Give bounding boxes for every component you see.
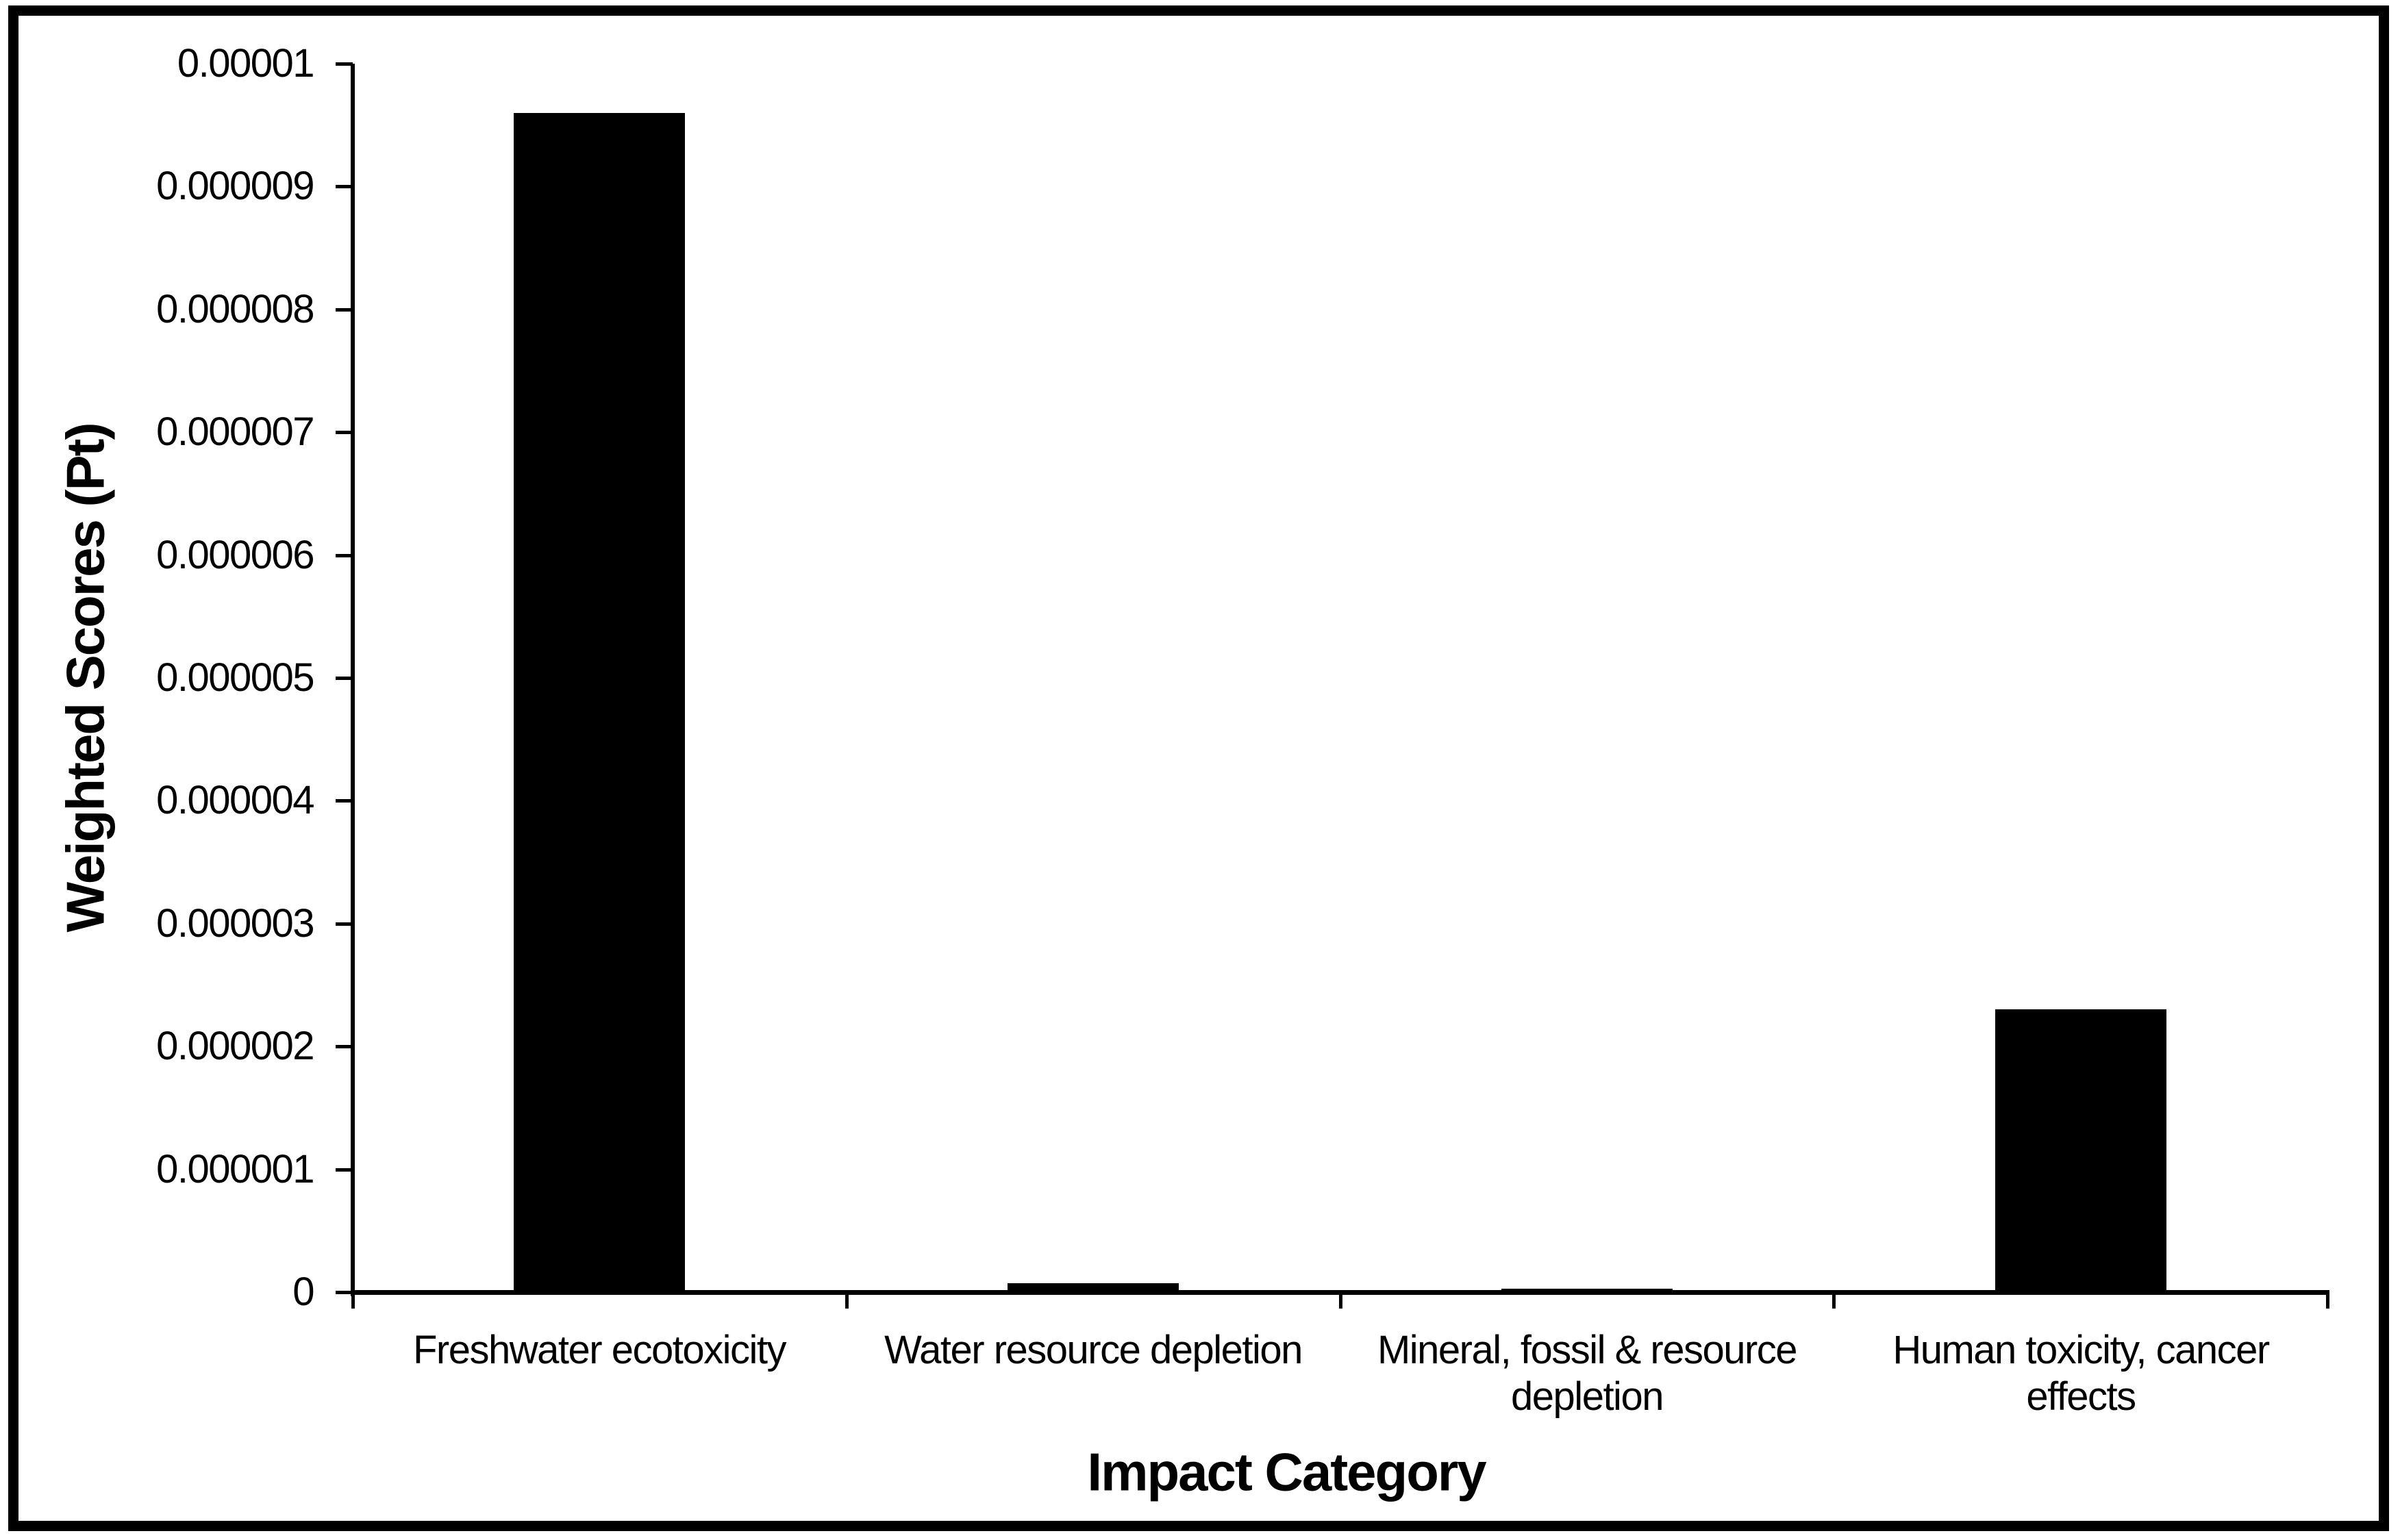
bar-water-resource-depletion (1008, 1283, 1179, 1292)
y-axis-tick (336, 62, 353, 66)
y-axis-tick (336, 677, 353, 680)
y-axis-tick (336, 799, 353, 803)
x-axis-tick (1339, 1292, 1342, 1309)
y-axis-tick (336, 308, 353, 312)
x-tick-label: Water resource depletion (884, 1328, 1303, 1372)
x-tick-label: Freshwater ecotoxicity (413, 1328, 786, 1372)
y-tick-label: 0.000007 (156, 409, 314, 454)
y-axis-tick (336, 1045, 353, 1048)
y-tick-label: 0 (292, 1270, 314, 1314)
y-axis-tick (336, 922, 353, 926)
y-tick-label: 0.000001 (156, 1147, 314, 1191)
y-tick-label: 0.000008 (156, 287, 314, 331)
x-axis-tick (2326, 1292, 2329, 1309)
y-axis-tick (336, 554, 353, 557)
y-tick-label: 0.000003 (156, 901, 314, 946)
y-axis-tick (336, 1291, 353, 1294)
chart-border-frame (8, 5, 2389, 1531)
y-tick-label: 0.000005 (156, 655, 314, 700)
bar-human-toxicity-cancer-effects (1995, 1009, 2166, 1292)
y-axis-tick (336, 1168, 353, 1172)
y-tick-label: 0.00001 (177, 41, 315, 86)
x-axis-tick (845, 1292, 849, 1309)
bar-freshwater-ecotoxicity (514, 113, 685, 1292)
y-axis-tick (336, 431, 353, 434)
x-tick-label: Human toxicity, cancer effects (1892, 1328, 2270, 1419)
y-tick-label: 0.000006 (156, 533, 314, 577)
x-axis-title: Impact Category (1087, 1441, 1486, 1502)
x-axis-tick (351, 1292, 355, 1309)
y-axis-line (351, 64, 355, 1296)
y-tick-label: 0.000004 (156, 778, 314, 822)
y-tick-label: 0.000002 (156, 1024, 314, 1068)
y-axis-tick (336, 185, 353, 188)
y-tick-label: 0.000009 (156, 164, 314, 208)
x-axis-tick (1832, 1292, 1836, 1309)
x-tick-label: Mineral, fossil & resource depletion (1377, 1328, 1798, 1419)
